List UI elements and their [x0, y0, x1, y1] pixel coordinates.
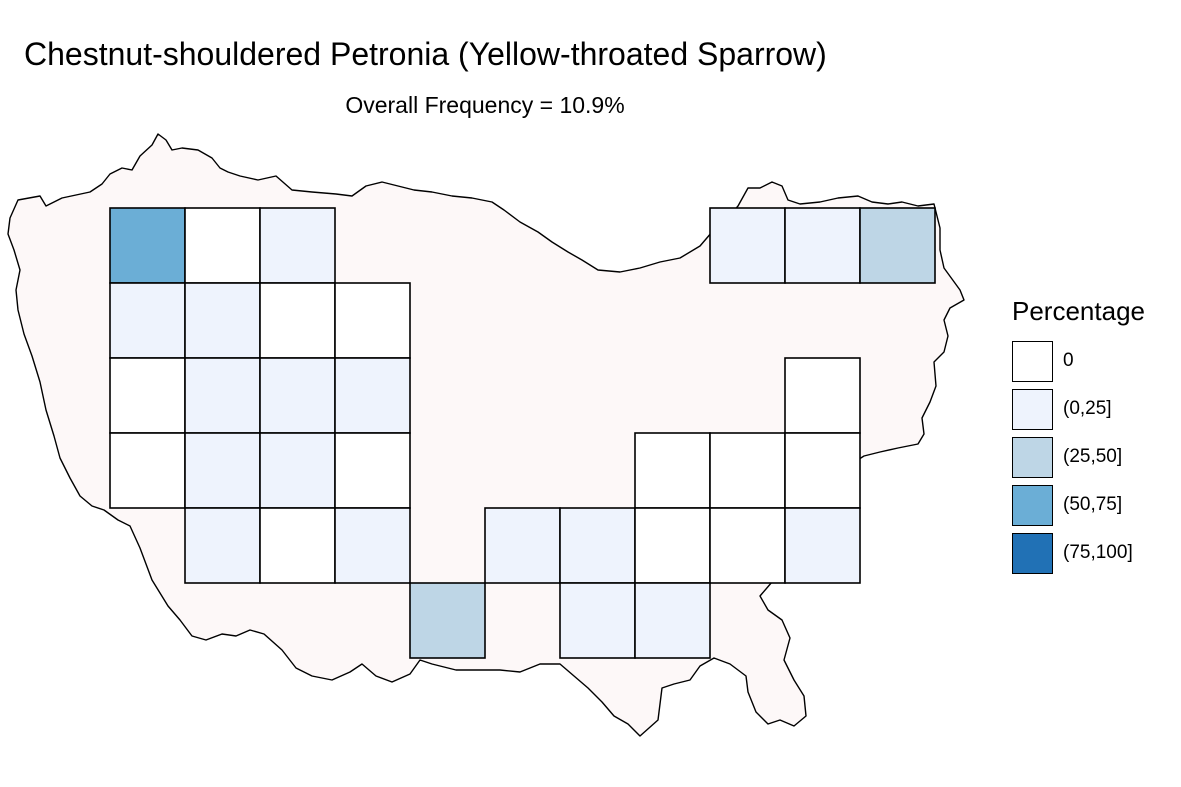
grid-cell: [784, 357, 861, 434]
legend: Percentage 0 (0,25] (25,50] (50,75] (75,…: [1012, 296, 1145, 577]
legend-swatch: [1012, 484, 1053, 526]
legend-item-2: (25,50]: [1012, 433, 1145, 481]
grid-cell: [484, 507, 561, 584]
grid-cell: [109, 432, 186, 509]
grid-cell: [784, 432, 861, 509]
legend-swatch: [1012, 532, 1053, 574]
grid-cell: [709, 432, 786, 509]
legend-label: (0,25]: [1063, 398, 1112, 419]
legend-item-3: (50,75]: [1012, 481, 1145, 529]
grid-cell: [559, 582, 636, 659]
legend-label: (50,75]: [1063, 494, 1123, 515]
grid-cell: [334, 357, 411, 434]
grid-cell: [634, 432, 711, 509]
grid-cell: [334, 507, 411, 584]
legend-label: (75,100]: [1063, 542, 1133, 563]
grid-cell: [709, 507, 786, 584]
legend-item-0: 0: [1012, 337, 1145, 385]
legend-label: (25,50]: [1063, 446, 1123, 467]
grid-cell: [184, 282, 261, 359]
frequency-map: [7, 133, 965, 737]
legend-label: 0: [1063, 350, 1074, 371]
grid-cell: [259, 507, 336, 584]
grid-cell: [634, 507, 711, 584]
grid-cell: [184, 507, 261, 584]
grid-cell: [784, 207, 861, 284]
grid-cell: [184, 357, 261, 434]
grid-cell: [709, 207, 786, 284]
grid-cell: [784, 507, 861, 584]
grid-cell: [259, 207, 336, 284]
grid-cell: [559, 507, 636, 584]
legend-swatch: [1012, 388, 1053, 430]
grid-cell: [334, 282, 411, 359]
grid-cell: [259, 432, 336, 509]
grid-cell: [259, 282, 336, 359]
grid-cell: [334, 432, 411, 509]
map-subtitle: Overall Frequency = 10.9%: [345, 92, 625, 118]
grid-cell: [634, 582, 711, 659]
grid-cell: [409, 582, 486, 659]
grid-cell: [859, 207, 936, 284]
grid-cell: [259, 357, 336, 434]
legend-item-1: (0,25]: [1012, 385, 1145, 433]
grid-cell: [109, 357, 186, 434]
legend-item-4: (75,100]: [1012, 529, 1145, 577]
grid-cell: [184, 432, 261, 509]
grid-cell: [109, 207, 186, 284]
grid-cell: [109, 282, 186, 359]
legend-title: Percentage: [1012, 296, 1145, 326]
legend-swatch: [1012, 436, 1053, 478]
legend-swatch: [1012, 340, 1053, 382]
grid-cell: [184, 207, 261, 284]
grid-cells: [109, 207, 936, 659]
map-title: Chestnut-shouldered Petronia (Yellow-thr…: [24, 36, 827, 72]
